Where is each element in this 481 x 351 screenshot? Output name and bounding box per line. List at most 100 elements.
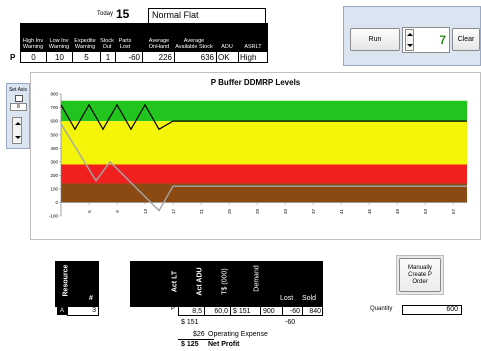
kpi-stock-out-value: 1	[101, 52, 116, 62]
axis-spinner[interactable]	[12, 117, 22, 144]
zone-yellow	[61, 121, 467, 165]
kpi-header-asrlt: ASRLT	[244, 44, 262, 50]
step-value: 7	[439, 33, 446, 47]
metrics-act-adu-value: 60,0	[205, 307, 231, 315]
buffer-chart: P Buffer DDMRP Levels 800 700 600 500 400 300…	[30, 72, 481, 240]
resource-value-field[interactable]: 3	[67, 306, 99, 316]
metrics-extra-revenue: $ 151	[181, 319, 199, 326]
y-tick-label: 400	[50, 146, 58, 151]
metrics-row-label: P	[171, 306, 176, 312]
kpi-values-row: 0 10 5 1 -60 226 636 OK High	[20, 51, 268, 63]
clear-button[interactable]: Clear	[452, 28, 480, 51]
x-tick-label: 41	[339, 208, 344, 214]
metrics-tdollar-value: $ 151	[231, 307, 261, 315]
resource-value: 3	[92, 307, 96, 314]
net-profit-divider	[178, 339, 214, 340]
x-tick-label: 9	[115, 210, 120, 213]
kpi-high-inv-value: 0	[21, 52, 47, 62]
metrics-values-row: 8,5 60,0 $ 151 900 -60 840	[178, 306, 323, 316]
step-value-field[interactable]: 7	[402, 27, 450, 53]
y-tick-label: 700	[50, 105, 58, 110]
run-button-label: Run	[368, 36, 382, 43]
kpi-header-avg-onhand: Average OnHand	[148, 38, 170, 50]
mode-value: Normal Flat	[152, 10, 199, 20]
chevron-up-icon[interactable]	[407, 33, 413, 36]
kpi-asrlt-value: High	[240, 52, 257, 62]
kpi-header-avg-available: Average Available Stock	[175, 38, 213, 50]
x-tick-label: 29	[255, 208, 260, 214]
kpi-parts-lost-value: -60	[116, 52, 143, 62]
mode-field[interactable]: Normal Flat	[148, 8, 266, 23]
chevron-up-icon[interactable]	[15, 122, 21, 125]
x-tick-label: 25	[227, 208, 232, 214]
quantity-input[interactable]: 600	[402, 305, 462, 315]
chart-plot: 800 700 600 500 400 300 200 100 0 -100 5 9 13 17 21 25 2…	[49, 92, 467, 219]
metrics-header-lost: Lost	[280, 295, 294, 302]
kpi-low-inv-value: 10	[47, 52, 73, 62]
net-profit-value: $ 125	[181, 341, 199, 348]
metrics-header-sold: Sold	[302, 295, 317, 302]
chevron-down-icon[interactable]	[407, 44, 413, 47]
series-line-gray	[60, 123, 467, 212]
y-tick-label: 200	[50, 173, 58, 178]
y-tick-label: 800	[50, 92, 58, 97]
metrics-extra-lost: -60	[285, 319, 296, 326]
set-axis-label: Set Axis	[8, 87, 28, 93]
set-axis-panel: Set Axis 8	[6, 83, 30, 149]
clear-button-label: Clear	[457, 36, 475, 43]
zone-red	[61, 164, 467, 184]
resource-hash-label: #	[89, 295, 93, 302]
metrics-header-act-lt: Act LT	[171, 270, 179, 293]
chart-title: P Buffer DDMRP Levels	[210, 78, 301, 87]
kpi-adu-value: OK	[217, 52, 239, 62]
resource-header: Resource #	[55, 261, 99, 307]
x-tick-label: 57	[451, 208, 456, 214]
x-tick-label: 17	[171, 208, 176, 214]
quantity-value: 600	[446, 306, 458, 313]
operating-expense-value: $26	[193, 331, 205, 338]
kpi-header-high-inv: High Inv Warning	[22, 38, 44, 50]
kpi-avg-onhand-value: 226	[143, 52, 175, 62]
x-tick-label: 21	[199, 208, 204, 214]
metrics-header-act-adu: Act ADU	[196, 267, 204, 296]
chevron-down-icon[interactable]	[15, 136, 21, 139]
kpi-header-stock-out: Stock Out	[100, 38, 114, 50]
x-tick-label: 49	[395, 208, 400, 214]
step-spinner[interactable]	[405, 29, 414, 51]
today-label: Today	[97, 11, 114, 17]
metrics-sold-value: 840	[309, 307, 321, 315]
x-tick-label: 33	[283, 208, 288, 214]
metrics-header-tdollar: T$ (000)	[221, 268, 229, 295]
kpi-header: High Inv Warning Low Inv Warning Expedit…	[20, 23, 268, 51]
operating-expense-label: Operating Expense	[208, 331, 268, 338]
run-button[interactable]: Run	[350, 28, 400, 51]
y-tick-label: 0	[55, 200, 58, 205]
x-tick-label: 53	[423, 208, 428, 214]
set-axis-checkbox[interactable]	[15, 95, 23, 102]
metrics-act-lt-value: 8,5	[179, 307, 205, 315]
zone-green	[61, 100, 467, 122]
kpi-header-parts-lost: Parts Lost	[118, 38, 132, 50]
control-panel: Run 7 Clear	[343, 6, 481, 66]
net-profit-label: Net Profit	[208, 341, 240, 348]
zone-brown	[61, 183, 467, 203]
x-tick-label: 13	[143, 208, 148, 214]
kpi-header-expedite: Expedite Warning	[74, 38, 96, 50]
today-value: 15	[116, 7, 130, 21]
axis-value-field[interactable]: 8	[10, 103, 27, 111]
order-panel: Manually Create P Order	[396, 255, 444, 295]
x-tick-label: 45	[367, 208, 372, 214]
resource-row-label: A	[57, 307, 67, 315]
y-tick-label: 100	[50, 186, 58, 191]
y-tick-label: 300	[50, 159, 58, 164]
resource-header-label: Resource	[62, 264, 70, 297]
create-order-button-label: Manually Create P Order	[407, 264, 432, 285]
x-tick-label: 37	[311, 208, 316, 214]
kpi-row-label: P	[10, 53, 16, 62]
create-order-button[interactable]: Manually Create P Order	[399, 258, 441, 292]
kpi-header-low-inv: Low Inv Warning	[48, 38, 70, 50]
kpi-expedite-value: 5	[73, 52, 101, 62]
kpi-header-adu: ADU	[221, 44, 233, 50]
y-tick-label: 600	[50, 119, 58, 124]
metrics-header: Act LT Act ADU T$ (000) Demand Lost Sold	[130, 261, 323, 307]
